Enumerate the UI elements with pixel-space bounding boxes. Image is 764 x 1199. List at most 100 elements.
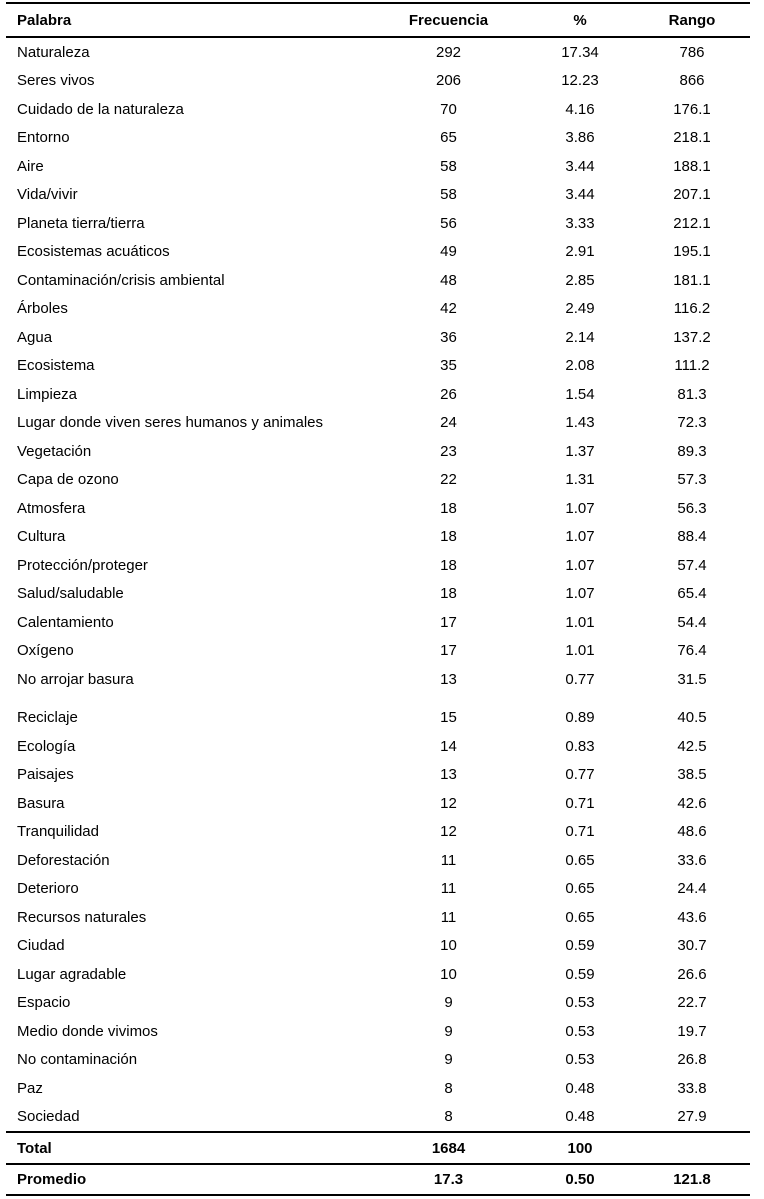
cell-rango: 43.6 xyxy=(677,908,707,926)
cell-percent: 2.85 xyxy=(565,271,595,289)
cell-frecuencia: 58 xyxy=(440,157,457,175)
cell-percent: 2.91 xyxy=(565,243,595,261)
cell-rango: 33.6 xyxy=(677,851,707,869)
cell-rango: 218.1 xyxy=(673,129,711,147)
cell-percent: 0.48 xyxy=(565,1079,595,1097)
cell-percent: 3.44 xyxy=(565,186,595,204)
cell-percent: 1.07 xyxy=(565,585,595,603)
table-row: Entorno 65 3.86 218.1 xyxy=(6,124,750,153)
cell-percent: 1.01 xyxy=(565,613,595,631)
cell-frecuencia: 9 xyxy=(444,1022,453,1040)
table-row: Vida/vivir 58 3.44 207.1 xyxy=(6,181,750,210)
cell-frecuencia: 10 xyxy=(440,965,457,983)
cell-rango: 42.5 xyxy=(677,737,707,755)
cell-frecuencia: 11 xyxy=(440,880,457,898)
cell-palabra: Recursos naturales xyxy=(17,908,147,926)
promedio-row: Promedio 17.3 0.50 121.8 xyxy=(6,1163,750,1196)
cell-frecuencia: 18 xyxy=(440,528,457,546)
cell-percent: 0.89 xyxy=(565,709,595,727)
cell-rango: 57.4 xyxy=(677,556,707,574)
cell-palabra: Aire xyxy=(17,157,44,175)
cell-rango: 19.7 xyxy=(677,1022,707,1040)
cell-palabra: Salud/saludable xyxy=(17,585,124,603)
cell-rango: 48.6 xyxy=(677,823,707,841)
cell-percent: 0.65 xyxy=(565,908,595,926)
cell-frecuencia: 18 xyxy=(440,499,457,517)
cell-rango: 42.6 xyxy=(677,794,707,812)
table-row: Vegetación 23 1.37 89.3 xyxy=(6,437,750,466)
cell-palabra: Oxígeno xyxy=(17,642,74,660)
cell-frecuencia: 70 xyxy=(440,100,457,118)
cell-rango: 57.3 xyxy=(677,471,707,489)
cell-palabra: Lugar agradable xyxy=(17,965,127,983)
cell-rango: 111.2 xyxy=(674,357,710,375)
cell-frecuencia: 12 xyxy=(440,794,457,812)
cell-percent: 0.53 xyxy=(565,1051,595,1069)
cell-percent: 2.49 xyxy=(565,300,595,318)
cell-frecuencia: 49 xyxy=(440,243,457,261)
cell-rango: 33.8 xyxy=(677,1079,707,1097)
table-row: Deterioro 11 0.65 24.4 xyxy=(6,875,750,904)
cell-rango: 88.4 xyxy=(677,528,707,546)
cell-percent: 0.53 xyxy=(565,1022,595,1040)
cell-palabra: Espacio xyxy=(17,994,71,1012)
cell-palabra: Seres vivos xyxy=(17,72,95,90)
cell-frecuencia: 17 xyxy=(440,642,457,660)
cell-rango: 27.9 xyxy=(677,1108,707,1126)
promedio-rango: 121.8 xyxy=(673,1171,711,1188)
cell-rango: 40.5 xyxy=(677,709,707,727)
table-row: Paz 8 0.48 33.8 xyxy=(6,1074,750,1103)
cell-palabra: Agua xyxy=(17,328,53,346)
cell-palabra: Deforestación xyxy=(17,851,110,869)
cell-palabra: Cultura xyxy=(17,528,66,546)
cell-rango: 56.3 xyxy=(677,499,707,517)
cell-rango: 31.5 xyxy=(677,670,707,688)
cell-palabra: Capa de ozono xyxy=(17,471,119,489)
cell-frecuencia: 58 xyxy=(440,186,457,204)
table-body: Naturaleza 292 17.34 786 Seres vivos 206… xyxy=(6,38,750,1131)
table-row: Atmosfera 18 1.07 56.3 xyxy=(6,494,750,523)
table-row: Aire 58 3.44 188.1 xyxy=(6,152,750,181)
cell-palabra: Deterioro xyxy=(17,880,79,898)
cell-percent: 1.37 xyxy=(565,442,595,460)
cell-percent: 0.65 xyxy=(565,851,595,869)
cell-percent: 0.59 xyxy=(565,965,595,983)
table-row: Ecosistemas acuáticos 49 2.91 195.1 xyxy=(6,238,750,267)
cell-frecuencia: 11 xyxy=(440,908,457,926)
table-row: Paisajes 13 0.77 38.5 xyxy=(6,761,750,790)
cell-palabra: No arrojar basura xyxy=(17,670,134,688)
cell-frecuencia: 18 xyxy=(440,585,457,603)
cell-rango: 76.4 xyxy=(677,642,707,660)
table-row: Seres vivos 206 12.23 866 xyxy=(6,67,750,96)
cell-frecuencia: 8 xyxy=(444,1079,453,1097)
table-row: Recursos naturales 11 0.65 43.6 xyxy=(6,903,750,932)
table-row: Tranquilidad 12 0.71 48.6 xyxy=(6,818,750,847)
cell-frecuencia: 9 xyxy=(444,994,453,1012)
cell-rango: 116.2 xyxy=(673,300,711,318)
cell-palabra: Ciudad xyxy=(17,937,65,955)
cell-rango: 195.1 xyxy=(673,243,711,261)
cell-frecuencia: 13 xyxy=(440,766,457,784)
cell-palabra: Medio donde vivimos xyxy=(17,1022,158,1040)
table-row: Ciudad 10 0.59 30.7 xyxy=(6,932,750,961)
cell-rango: 65.4 xyxy=(677,585,707,603)
cell-palabra: Basura xyxy=(17,794,65,812)
cell-percent: 1.07 xyxy=(565,499,595,517)
cell-palabra: Paz xyxy=(17,1079,43,1097)
cell-frecuencia: 65 xyxy=(440,129,457,147)
table-row: Salud/saludable 18 1.07 65.4 xyxy=(6,580,750,609)
cell-palabra: Atmosfera xyxy=(17,499,86,517)
cell-frecuencia: 23 xyxy=(440,442,457,460)
cell-rango: 866 xyxy=(679,72,705,90)
cell-percent: 0.71 xyxy=(565,794,595,812)
cell-frecuencia: 42 xyxy=(440,300,457,318)
cell-percent: 2.08 xyxy=(565,357,595,375)
table-row: Cultura 18 1.07 88.4 xyxy=(6,523,750,552)
cell-percent: 12.23 xyxy=(561,72,599,90)
cell-percent: 1.07 xyxy=(565,528,595,546)
cell-percent: 3.44 xyxy=(565,157,595,175)
table-row: Limpieza 26 1.54 81.3 xyxy=(6,380,750,409)
cell-rango: 72.3 xyxy=(677,414,707,432)
table-row: Oxígeno 17 1.01 76.4 xyxy=(6,637,750,666)
total-percent: 100 xyxy=(567,1139,593,1157)
